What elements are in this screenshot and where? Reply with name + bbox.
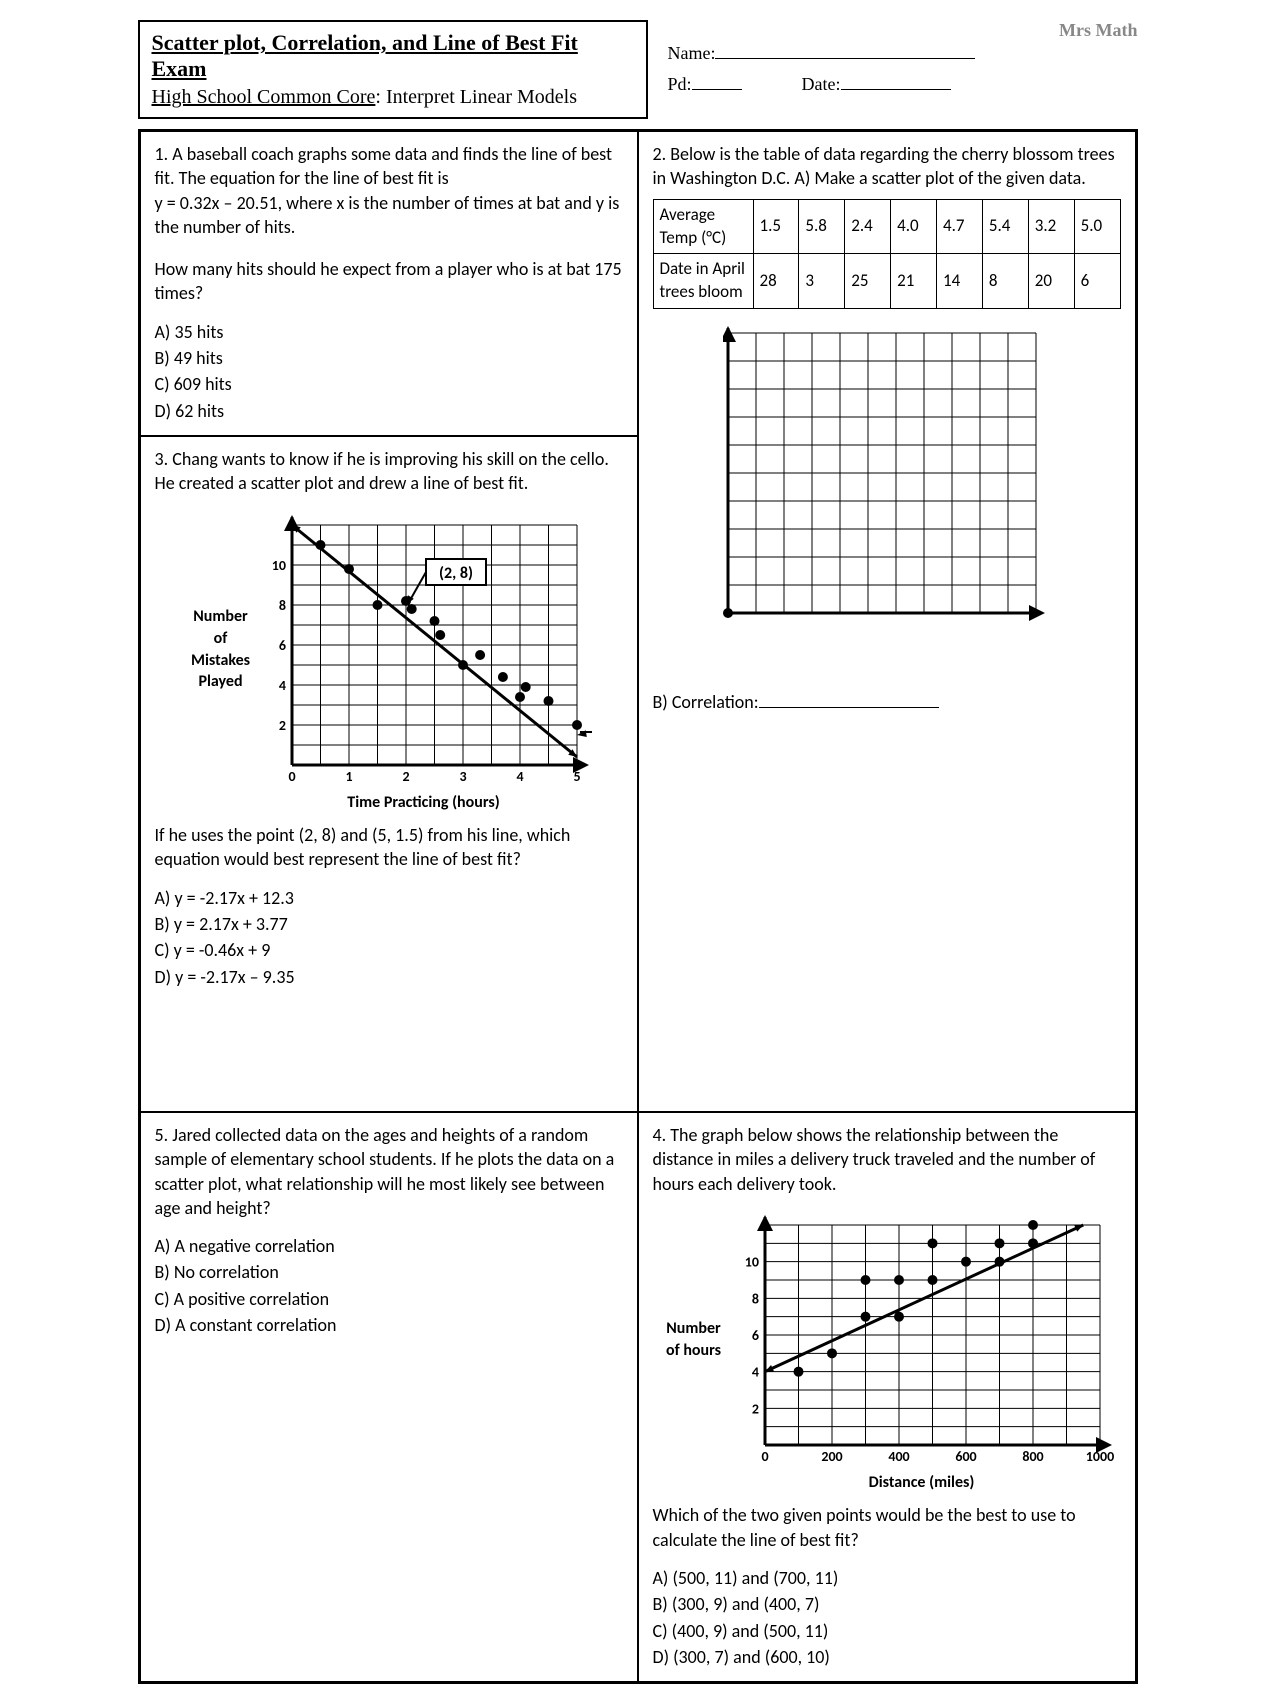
header-fields: Mrs Math Name: Pd: Date: (668, 20, 1138, 95)
svg-text:10: 10 (271, 557, 285, 574)
svg-text:0: 0 (288, 768, 295, 785)
name-blank[interactable] (715, 58, 975, 59)
q4-options: A) (500, 11) and (700, 11) B) (300, 9) a… (653, 1566, 1121, 1669)
q1-text1: 1. A baseball coach graphs some data and… (155, 142, 623, 191)
q5-text: 5. Jared collected data on the ages and … (155, 1123, 623, 1220)
svg-text:2: 2 (751, 1400, 758, 1417)
q5-opt-a[interactable]: A) A negative correlation (155, 1234, 623, 1258)
svg-text:1000: 1000 (1085, 1448, 1113, 1465)
q1-options: A) 35 hits B) 49 hits C) 609 hits D) 62 … (155, 320, 623, 423)
svg-text:3: 3 (459, 768, 466, 785)
svg-text:4: 4 (751, 1363, 758, 1380)
svg-text:6: 6 (751, 1327, 758, 1344)
svg-text:8: 8 (278, 597, 285, 614)
header-box: Scatter plot, Correlation, and Line of B… (138, 20, 648, 119)
svg-text:4: 4 (516, 768, 523, 785)
svg-text:6: 6 (278, 637, 285, 654)
question-4: 4. The graph below shows the relationshi… (638, 1112, 1136, 1682)
svg-text:4: 4 (278, 677, 285, 694)
q3-ylabel: Number of Mistakes Played (186, 606, 256, 692)
q3-text1: 3. Chang wants to know if he is improvin… (155, 447, 623, 496)
q3-opt-b[interactable]: B) y = 2.17x + 3.77 (155, 912, 623, 936)
q1-opt-c[interactable]: C) 609 hits (155, 372, 623, 396)
question-1: 1. A baseball coach graphs some data and… (140, 131, 638, 436)
q2-correlation: B) Correlation: (653, 690, 1121, 714)
pd-line: Pd: (668, 74, 742, 95)
q3-opt-c[interactable]: C) y = -0.46x + 9 (155, 938, 623, 962)
q5-opt-c[interactable]: C) A positive correlation (155, 1287, 623, 1311)
exam-subtitle: High School Common Core: Interpret Linea… (152, 86, 634, 109)
q2-text: 2. Below is the table of data regarding … (653, 142, 1121, 191)
header: Scatter plot, Correlation, and Line of B… (138, 20, 1138, 119)
q4-ylabel: Number of hours (659, 1318, 729, 1361)
svg-text:400: 400 (888, 1448, 909, 1465)
questions-grid: 1. A baseball coach graphs some data and… (138, 129, 1138, 1684)
q2-corr-blank[interactable] (759, 707, 939, 708)
question-2: 2. Below is the table of data regarding … (638, 131, 1136, 1112)
svg-text:2: 2 (402, 768, 409, 785)
q4-xlabel: Distance (miles) (723, 1472, 1121, 1494)
q2-blank-grid (653, 323, 1121, 629)
q1-text3: How many hits should he expect from a pl… (155, 257, 623, 306)
q2-row1-label: Average Temp (°C) (653, 199, 753, 254)
name-line: Name: (668, 43, 1138, 64)
q1-opt-a[interactable]: A) 35 hits (155, 320, 623, 344)
q1-opt-d[interactable]: D) 62 hits (155, 399, 623, 423)
date-line: Date: (802, 74, 951, 95)
q4-text1: 4. The graph below shows the relationshi… (653, 1123, 1121, 1196)
svg-text:(2, 8): (2, 8) (439, 564, 473, 583)
question-3: 3. Chang wants to know if he is improvin… (140, 436, 638, 1112)
svg-text:10: 10 (744, 1253, 758, 1270)
q3-options: A) y = -2.17x + 12.3 B) y = 2.17x + 3.77… (155, 886, 623, 989)
exam-title: Scatter plot, Correlation, and Line of B… (152, 30, 634, 82)
q4-chart: 0 200 400 600 800 1000 2 4 6 8 10 (735, 1210, 1115, 1470)
q3-xlabel: Time Practicing (hours) (225, 792, 623, 814)
q2-table: Average Temp (°C) 1.55.8 2.44.0 4.75.4 3… (653, 199, 1121, 310)
q1-text2: y = 0.32x – 20.51, where x is the number… (155, 191, 623, 240)
svg-text:200: 200 (821, 1448, 842, 1465)
q4-opt-d[interactable]: D) (300, 7) and (600, 10) (653, 1645, 1121, 1669)
q5-options: A) A negative correlation B) No correlat… (155, 1234, 623, 1337)
q4-opt-b[interactable]: B) (300, 9) and (400, 7) (653, 1592, 1121, 1616)
q3-opt-d[interactable]: D) y = -2.17x – 9.35 (155, 965, 623, 989)
svg-text:2: 2 (278, 717, 285, 734)
q4-opt-c[interactable]: C) (400, 9) and (500, 11) (653, 1619, 1121, 1643)
svg-text:8: 8 (751, 1290, 758, 1307)
q4-text2: Which of the two given points would be t… (653, 1503, 1121, 1552)
q3-chart: 012345246810(2, 8)(5, 1.5) (262, 510, 592, 790)
pd-blank[interactable] (692, 89, 742, 90)
q3-text2: If he uses the point (2, 8) and (5, 1.5)… (155, 823, 623, 872)
svg-text:600: 600 (955, 1448, 976, 1465)
svg-text:5: 5 (573, 768, 580, 785)
svg-text:1: 1 (345, 768, 352, 785)
brand: Mrs Math (668, 20, 1138, 41)
q4-opt-a[interactable]: A) (500, 11) and (700, 11) (653, 1566, 1121, 1590)
q1-opt-b[interactable]: B) 49 hits (155, 346, 623, 370)
svg-text:0: 0 (761, 1448, 768, 1465)
q2-row2-label: Date in April trees bloom (653, 254, 753, 309)
question-5: 5. Jared collected data on the ages and … (140, 1112, 638, 1682)
q3-opt-a[interactable]: A) y = -2.17x + 12.3 (155, 886, 623, 910)
q5-opt-d[interactable]: D) A constant correlation (155, 1313, 623, 1337)
svg-text:800: 800 (1022, 1448, 1043, 1465)
q5-opt-b[interactable]: B) No correlation (155, 1260, 623, 1284)
date-blank[interactable] (841, 89, 951, 90)
